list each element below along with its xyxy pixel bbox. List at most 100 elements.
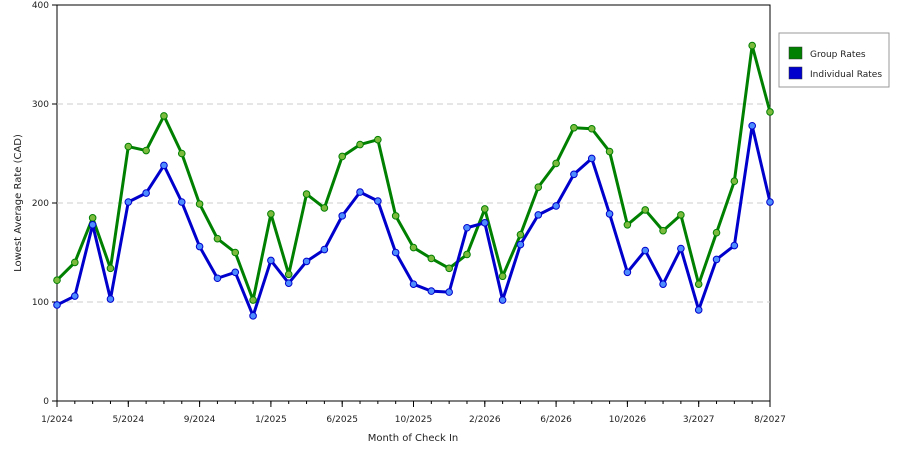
legend: Group Rates Individual Rates <box>778 32 890 88</box>
data-point-individual-rates <box>88 220 97 229</box>
x-tick-label: 9/2024 <box>184 415 216 425</box>
x-tick-label: 2/2026 <box>469 415 501 425</box>
data-point-group-rates <box>623 220 632 229</box>
x-tick-label: 10/2026 <box>609 415 647 425</box>
y-tick-label: 300 <box>32 100 49 110</box>
y-tick-label: 0 <box>43 397 49 407</box>
data-point-group-rates <box>88 214 97 222</box>
data-point-individual-rates <box>712 255 721 264</box>
data-point-group-rates <box>231 248 240 257</box>
legend-label-individual-rates: Individual Rates <box>810 70 882 80</box>
data-point-group-rates <box>142 146 150 155</box>
data-point-individual-rates <box>766 198 774 206</box>
data-point-group-rates <box>730 177 739 186</box>
data-point-group-rates <box>106 264 115 273</box>
data-point-group-rates <box>605 147 614 156</box>
data-point-individual-rates <box>231 268 240 277</box>
y-axis-title: Lowest Average Rate (CAD) <box>13 134 24 272</box>
data-point-individual-rates <box>677 244 685 253</box>
data-point-group-rates <box>552 159 560 168</box>
y-tick-label: 100 <box>32 298 49 308</box>
data-point-group-rates <box>53 276 61 285</box>
data-point-group-rates <box>498 272 507 281</box>
x-tick-label: 8/2027 <box>754 415 786 425</box>
data-point-individual-rates <box>730 241 739 250</box>
data-point-individual-rates <box>302 257 311 266</box>
grid-lines <box>57 103 770 303</box>
data-point-group-rates <box>374 135 382 144</box>
data-point-group-rates <box>445 264 453 273</box>
x-axis-title: Month of Check In <box>368 433 459 444</box>
data-point-group-rates <box>249 296 257 304</box>
data-point-individual-rates <box>552 202 560 210</box>
data-point-individual-rates <box>213 274 222 283</box>
data-point-individual-rates <box>338 212 347 220</box>
data-point-individual-rates <box>142 189 150 197</box>
data-point-individual-rates <box>356 188 364 196</box>
data-point-individual-rates <box>267 256 275 265</box>
data-point-group-rates <box>302 190 311 198</box>
legend-label-group-rates: Group Rates <box>810 50 866 60</box>
data-point-group-rates <box>748 41 756 50</box>
data-point-individual-rates <box>587 154 596 163</box>
data-point-individual-rates <box>284 279 293 287</box>
data-point-group-rates <box>516 230 525 239</box>
data-point-individual-rates <box>409 280 418 288</box>
data-point-group-rates <box>391 212 400 220</box>
legend-swatch-individual-rates <box>788 66 803 80</box>
data-point-group-rates <box>587 124 596 133</box>
x-tick-label: 6/2025 <box>326 415 358 425</box>
x-axis: 1/2024 5/2024 9/2024 1/2025 6/2025 10/2025 2/2… <box>41 401 786 425</box>
data-point-individual-rates <box>177 198 186 206</box>
data-point-individual-rates <box>71 292 79 300</box>
data-point-group-rates <box>160 112 168 120</box>
data-point-individual-rates <box>481 219 489 227</box>
data-point-individual-rates <box>53 301 61 309</box>
data-point-group-rates <box>712 228 721 237</box>
data-point-group-rates <box>641 206 650 214</box>
data-point-group-rates <box>677 211 685 219</box>
data-point-individual-rates <box>694 306 703 314</box>
x-tick-label: 6/2026 <box>540 415 572 425</box>
data-point-group-rates <box>534 183 543 191</box>
data-point-group-rates <box>570 123 578 132</box>
data-point-group-rates <box>267 210 275 218</box>
y-tick-label: 200 <box>32 199 49 209</box>
data-point-individual-rates <box>516 240 525 249</box>
data-point-group-rates <box>213 234 222 243</box>
data-point-group-rates <box>124 142 133 151</box>
data-point-individual-rates <box>570 170 578 179</box>
data-point-individual-rates <box>427 287 436 295</box>
y-tick-label: 400 <box>32 1 49 11</box>
data-point-individual-rates <box>605 210 614 218</box>
data-point-individual-rates <box>641 246 650 255</box>
data-point-individual-rates <box>320 245 329 254</box>
data-point-individual-rates <box>124 198 133 206</box>
data-point-group-rates <box>427 254 436 263</box>
series-points <box>53 41 774 320</box>
plot-area <box>56 4 771 402</box>
data-point-group-rates <box>338 152 347 161</box>
data-point-group-rates <box>71 258 79 267</box>
data-point-group-rates <box>195 200 204 208</box>
data-point-individual-rates <box>374 197 382 205</box>
x-tick-label: 1/2024 <box>41 415 73 425</box>
data-point-individual-rates <box>391 248 400 257</box>
data-point-group-rates <box>481 205 489 213</box>
x-tick-label: 3/2027 <box>683 415 715 425</box>
x-tick-label: 1/2025 <box>255 415 287 425</box>
data-point-group-rates <box>463 250 471 259</box>
x-tick-label: 10/2025 <box>395 415 432 425</box>
data-point-individual-rates <box>498 296 507 304</box>
x-tick-label: 5/2024 <box>112 415 144 425</box>
data-point-individual-rates <box>659 280 667 288</box>
data-point-individual-rates <box>463 223 471 232</box>
data-point-individual-rates <box>160 161 168 170</box>
data-point-individual-rates <box>445 288 453 296</box>
legend-swatch-group-rates <box>788 46 803 60</box>
data-point-individual-rates <box>249 312 257 320</box>
data-point-individual-rates <box>534 211 543 219</box>
data-point-group-rates <box>284 270 293 279</box>
data-point-group-rates <box>177 149 186 158</box>
